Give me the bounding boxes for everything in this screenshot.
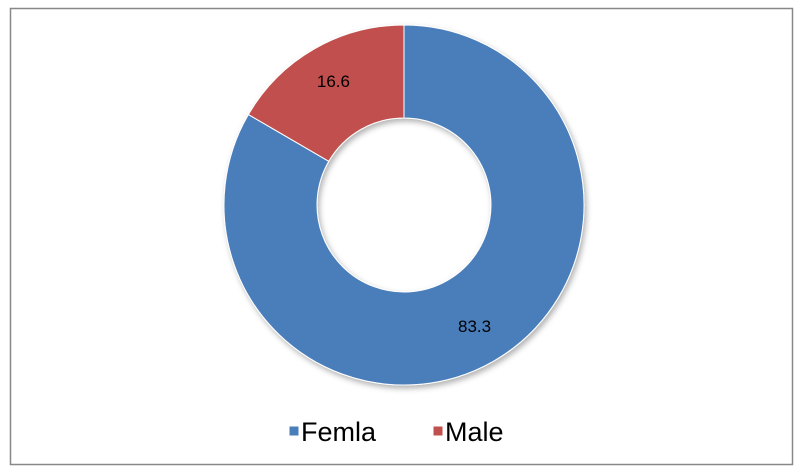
legend-swatch xyxy=(432,425,444,437)
donut-slice xyxy=(223,24,585,386)
legend-label: Male xyxy=(445,417,504,447)
donut xyxy=(223,24,585,386)
data-label: 83.3 xyxy=(458,317,491,336)
donut-slice xyxy=(247,24,405,162)
legend-swatch xyxy=(288,425,300,437)
legend-label: Femla xyxy=(301,417,377,447)
data-label: 16.6 xyxy=(317,72,350,91)
